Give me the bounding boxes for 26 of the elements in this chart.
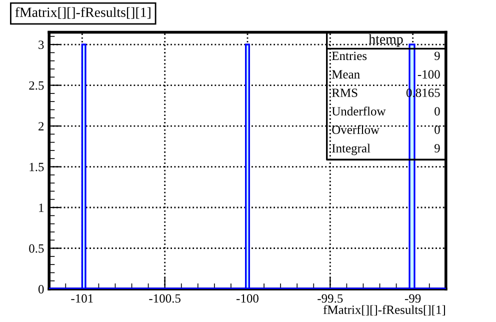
annotation: RMS: [332, 88, 358, 98]
y-tick-label: 0.5: [29, 244, 44, 253]
y-tick-label: 2: [38, 122, 44, 130]
y-tick-label: 1.5: [30, 162, 44, 172]
y-tick-label: 1: [39, 204, 44, 212]
annotation: Integral: [332, 144, 370, 156]
annotation: Overflow: [332, 125, 380, 134]
x-tick-label: -100.5: [149, 294, 180, 303]
x-axis-title: fMatrix[][]-fResults[][1]: [323, 305, 445, 316]
y-tick-label: 0: [38, 285, 44, 294]
y-tick-label: 2.5: [29, 81, 44, 90]
x-tick-label: -100: [236, 294, 258, 303]
x-tick-label: -99: [404, 294, 421, 303]
annotation: htemp: [368, 34, 403, 47]
y-tick-label: 3: [38, 40, 44, 49]
annotation: -100: [418, 70, 440, 79]
annotation: 9: [434, 52, 440, 60]
annotation: 9: [434, 144, 440, 152]
annotation: 0: [434, 107, 440, 116]
annotation: Mean: [332, 70, 360, 79]
x-tick-label: -99.5: [318, 294, 343, 303]
annotation: 0: [434, 126, 440, 134]
x-tick-label: -101: [71, 294, 93, 303]
chart-title: fMatrix[][]-fResults[][1]: [15, 7, 150, 19]
annotation: Entries: [332, 52, 367, 60]
annotation: Underflow: [332, 106, 386, 116]
